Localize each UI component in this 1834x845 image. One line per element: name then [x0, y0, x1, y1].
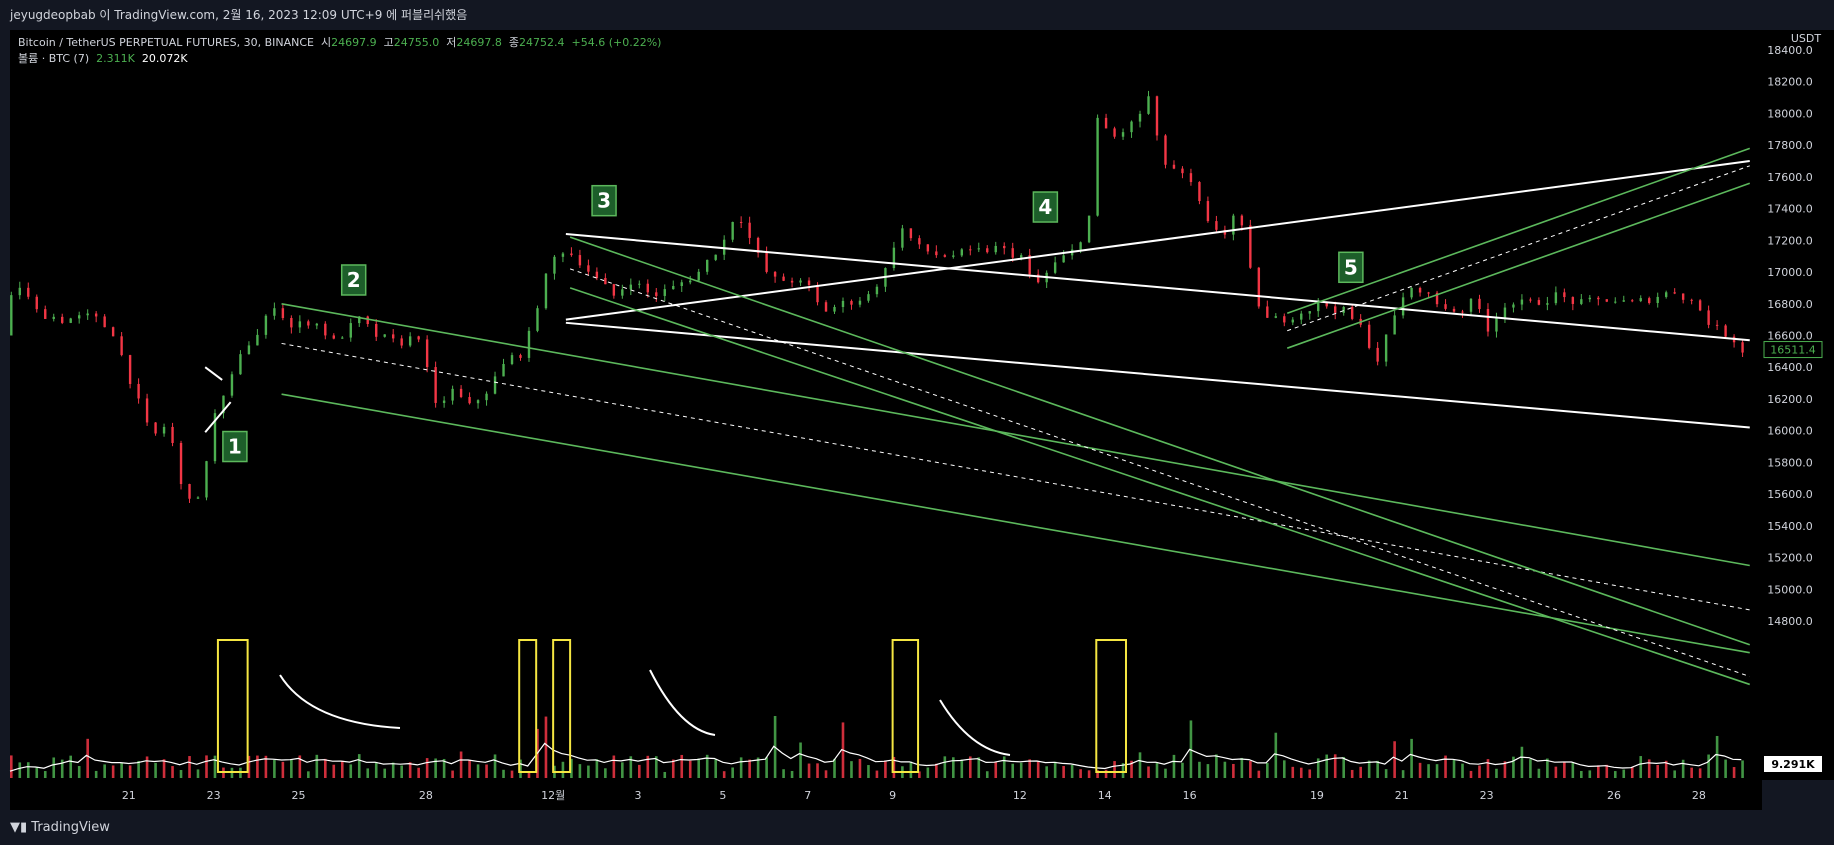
footer-bar: ▼▮ TradingView [0, 810, 1834, 845]
price-axis[interactable] [1762, 30, 1834, 780]
low-value: 24697.8 [456, 36, 502, 49]
high-label: 고 [383, 36, 394, 49]
publisher-line: jeyugdeopbab 이 TradingView.com, 2월 16, 2… [10, 8, 468, 22]
high-value: 24755.0 [393, 36, 440, 49]
open-label: 시 [321, 36, 332, 49]
brand-label: TradingView [31, 820, 110, 835]
tradingview-logo-icon: ▼▮ [10, 820, 32, 835]
volume-ma-value: 20.072K [141, 52, 188, 65]
close-value: 24752.4 [519, 36, 565, 49]
time-axis[interactable] [10, 780, 1762, 810]
close-label: 종 [508, 36, 519, 49]
legend-volume-row: 볼륨 · BTC (7) 2.311K 20.072K [18, 51, 661, 67]
legend-symbol-row: Bitcoin / TetherUS PERPETUAL FUTURES, 30… [18, 35, 661, 51]
chart-legend: Bitcoin / TetherUS PERPETUAL FUTURES, 30… [18, 35, 661, 67]
low-label: 저 [446, 36, 457, 49]
symbol-name[interactable]: Bitcoin / TetherUS PERPETUAL FUTURES, 30… [18, 36, 314, 49]
tradingview-logo[interactable]: ▼▮ TradingView [10, 820, 110, 835]
publish-bar: jeyugdeopbab 이 TradingView.com, 2월 16, 2… [0, 0, 1834, 28]
volume-value: 2.311K [96, 52, 135, 65]
volume-label[interactable]: 볼륨 · BTC (7) [18, 52, 90, 65]
open-value: 24697.9 [331, 36, 377, 49]
chart-area[interactable] [10, 30, 1762, 780]
change-value: +54.6 (+0.22%) [571, 36, 662, 49]
